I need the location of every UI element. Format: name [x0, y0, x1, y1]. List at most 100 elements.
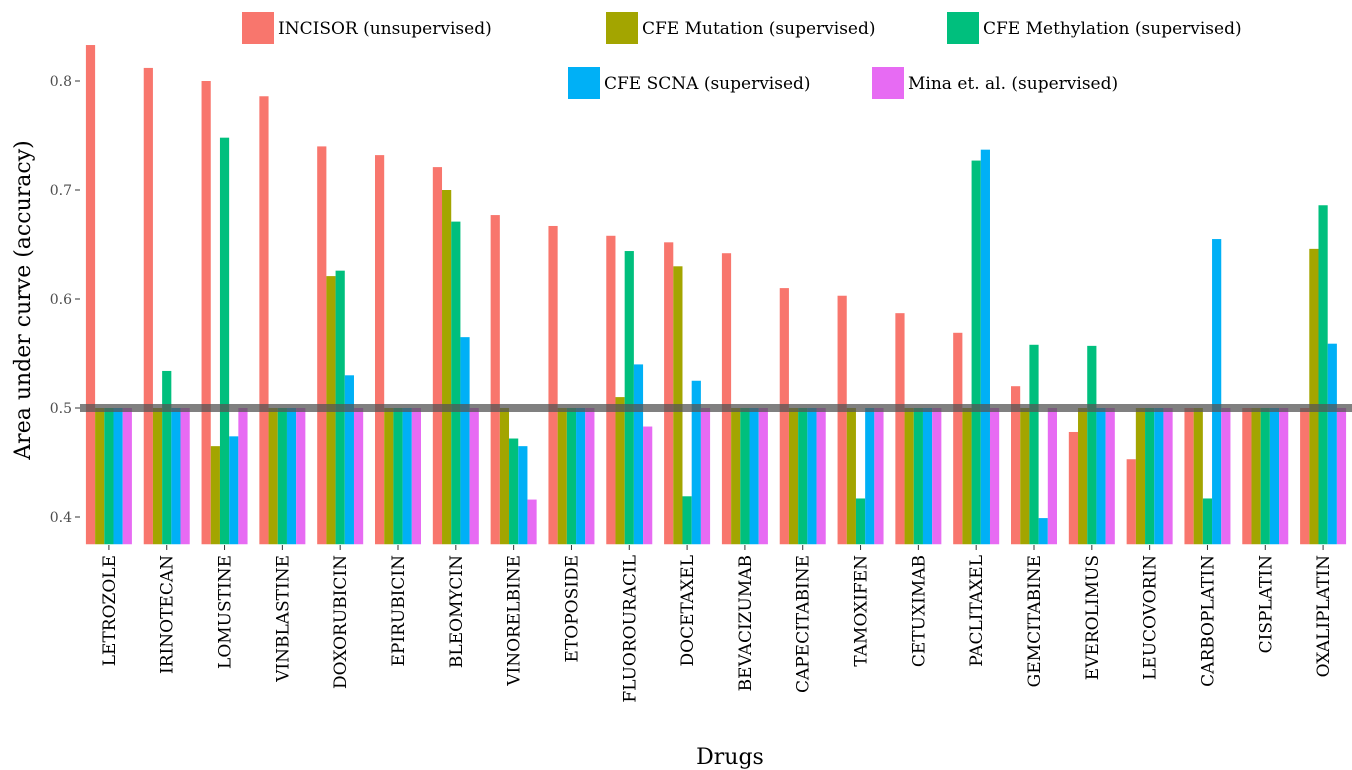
- bar-capecitabine-s0: [779, 288, 789, 545]
- x-axis: LETROZOLE IRINOTECAN LOMUSTINE VINBLASTINE D…: [100, 545, 1334, 703]
- x-tick-label-paclitaxel: PACLITAXEL: [967, 555, 987, 667]
- bar-vinorelbine-s0: [490, 215, 500, 545]
- bar-bevacizumab-s3: [749, 408, 759, 545]
- y-tick-label: 0.7: [50, 183, 72, 199]
- bar-fluorouracil-s2: [624, 251, 634, 545]
- bar-cetuximab-s3: [922, 408, 933, 545]
- bar-irinotecan-s0: [143, 67, 153, 545]
- bar-letrozole-s1: [95, 408, 105, 545]
- bar-epirubicin-s1: [384, 408, 394, 545]
- bar-irinotecan-s4: [180, 408, 190, 545]
- legend-label-2: CFE Methylation (supervised): [983, 19, 1242, 39]
- bar-letrozole-s2: [104, 408, 114, 545]
- bar-carboplatin-s3: [1212, 239, 1222, 545]
- legend-swatch-4: [872, 67, 904, 99]
- x-axis-title: Drugs: [696, 745, 764, 770]
- bar-vinblastine-s1: [268, 408, 278, 545]
- bar-everolimus-s3: [1096, 408, 1106, 545]
- bar-everolimus-s4: [1105, 408, 1115, 545]
- bar-leucovorin-s4: [1163, 408, 1173, 545]
- legend-swatch-2: [947, 12, 979, 44]
- bar-lomustine-s4: [238, 408, 248, 545]
- bar-epirubicin-s4: [411, 408, 421, 545]
- bar-gemcitabine-s4: [1047, 408, 1057, 545]
- bar-bleomycin-s2: [451, 221, 461, 545]
- x-tick-label-cisplatin: CISPLATIN: [1256, 555, 1276, 653]
- bar-oxaliplatin-s0: [1300, 408, 1310, 545]
- bar-docetaxel-s0: [664, 242, 674, 545]
- bar-cisplatin-s4: [1279, 408, 1289, 545]
- bar-leucovorin-s2: [1145, 408, 1155, 545]
- bar-irinotecan-s3: [171, 408, 181, 545]
- bar-vinorelbine-s4: [527, 499, 537, 545]
- bar-carboplatin-s4: [1221, 408, 1231, 545]
- bar-docetaxel-s2: [682, 496, 692, 545]
- bar-lomustine-s3: [229, 436, 239, 545]
- bar-fluorouracil-s4: [643, 426, 653, 545]
- x-tick-label-carboplatin: CARBOPLATIN: [1199, 555, 1219, 687]
- bar-gemcitabine-s0: [1011, 386, 1021, 545]
- bar-carboplatin-s2: [1202, 498, 1213, 545]
- bar-epirubicin-s2: [393, 408, 403, 545]
- bar-bleomycin-s1: [442, 190, 452, 545]
- x-tick-label-fluorouracil: FLUOROURACIL: [620, 555, 640, 703]
- x-tick-label-vinorelbine: VINORELBINE: [505, 555, 525, 687]
- bar-doxorubicin-s0: [317, 146, 327, 545]
- bar-leucovorin-s1: [1135, 408, 1146, 545]
- bar-epirubicin-s3: [402, 408, 412, 545]
- bar-vinblastine-s3: [286, 408, 297, 545]
- bar-cisplatin-s2: [1260, 408, 1270, 545]
- x-tick-label-docetaxel: DOCETAXEL: [678, 555, 698, 666]
- bar-oxaliplatin-s3: [1327, 343, 1337, 545]
- bar-bevacizumab-s0: [721, 253, 732, 545]
- x-tick-label-irinotecan: IRINOTECAN: [158, 555, 178, 674]
- bar-paclitaxel-s0: [953, 332, 963, 545]
- bar-vinorelbine-s1: [499, 408, 510, 545]
- x-tick-label-vinblastine: VINBLASTINE: [273, 555, 293, 683]
- bar-everolimus-s2: [1087, 345, 1097, 545]
- bar-everolimus-s1: [1078, 408, 1088, 545]
- bar-etoposide-s2: [566, 408, 577, 545]
- bar-letrozole-s3: [113, 408, 123, 545]
- bar-vinorelbine-s2: [509, 438, 519, 545]
- bar-cisplatin-s1: [1251, 408, 1261, 545]
- bar-lomustine-s0: [201, 81, 211, 545]
- bar-gemcitabine-s2: [1029, 344, 1039, 545]
- bar-cetuximab-s1: [904, 408, 914, 545]
- x-tick-label-leucovorin: LEUCOVORIN: [1141, 555, 1161, 680]
- bar-gemcitabine-s3: [1038, 518, 1048, 545]
- bar-bleomycin-s4: [469, 408, 479, 545]
- bar-oxaliplatin-s2: [1318, 205, 1328, 545]
- bar-tamoxifen-s2: [855, 498, 866, 545]
- bar-vinblastine-s2: [277, 408, 287, 545]
- bar-fluorouracil-s3: [633, 364, 644, 545]
- x-tick-label-cetuximab: CETUXIMAB: [909, 555, 929, 667]
- legend: INCISOR (unsupervised) CFE Mutation (supe…: [242, 12, 1242, 99]
- bar-bleomycin-s0: [432, 167, 443, 545]
- bar-gemcitabine-s1: [1020, 408, 1030, 545]
- x-tick-label-everolimus: EVEROLIMUS: [1083, 555, 1103, 680]
- bar-docetaxel-s4: [700, 408, 711, 545]
- bar-docetaxel-s3: [691, 380, 701, 545]
- y-tick-label: 0.4: [50, 510, 72, 526]
- x-tick-label-tamoxifen: TAMOXIFEN: [852, 555, 872, 667]
- bar-paclitaxel-s1: [962, 408, 972, 545]
- x-tick-label-letrozole: LETROZOLE: [100, 555, 120, 666]
- bar-bevacizumab-s1: [731, 408, 741, 545]
- legend-label-1: CFE Mutation (supervised): [642, 19, 876, 39]
- x-tick-label-gemcitabine: GEMCITABINE: [1025, 555, 1045, 687]
- bars-layer: [80, 45, 1352, 545]
- bar-letrozole-s0: [85, 45, 96, 545]
- bar-etoposide-s1: [557, 408, 567, 545]
- x-tick-label-doxorubicin: DOXORUBICIN: [331, 555, 351, 689]
- bar-tamoxifen-s1: [846, 408, 856, 545]
- bar-lomustine-s2: [219, 137, 230, 545]
- bar-irinotecan-s1: [152, 408, 163, 545]
- bar-fluorouracil-s0: [606, 235, 616, 545]
- bar-cetuximab-s2: [913, 408, 923, 545]
- bar-bevacizumab-s2: [740, 408, 750, 545]
- legend-label-4: Mina et. al. (supervised): [908, 74, 1118, 94]
- bar-irinotecan-s2: [162, 370, 172, 545]
- legend-swatch-3: [568, 67, 600, 99]
